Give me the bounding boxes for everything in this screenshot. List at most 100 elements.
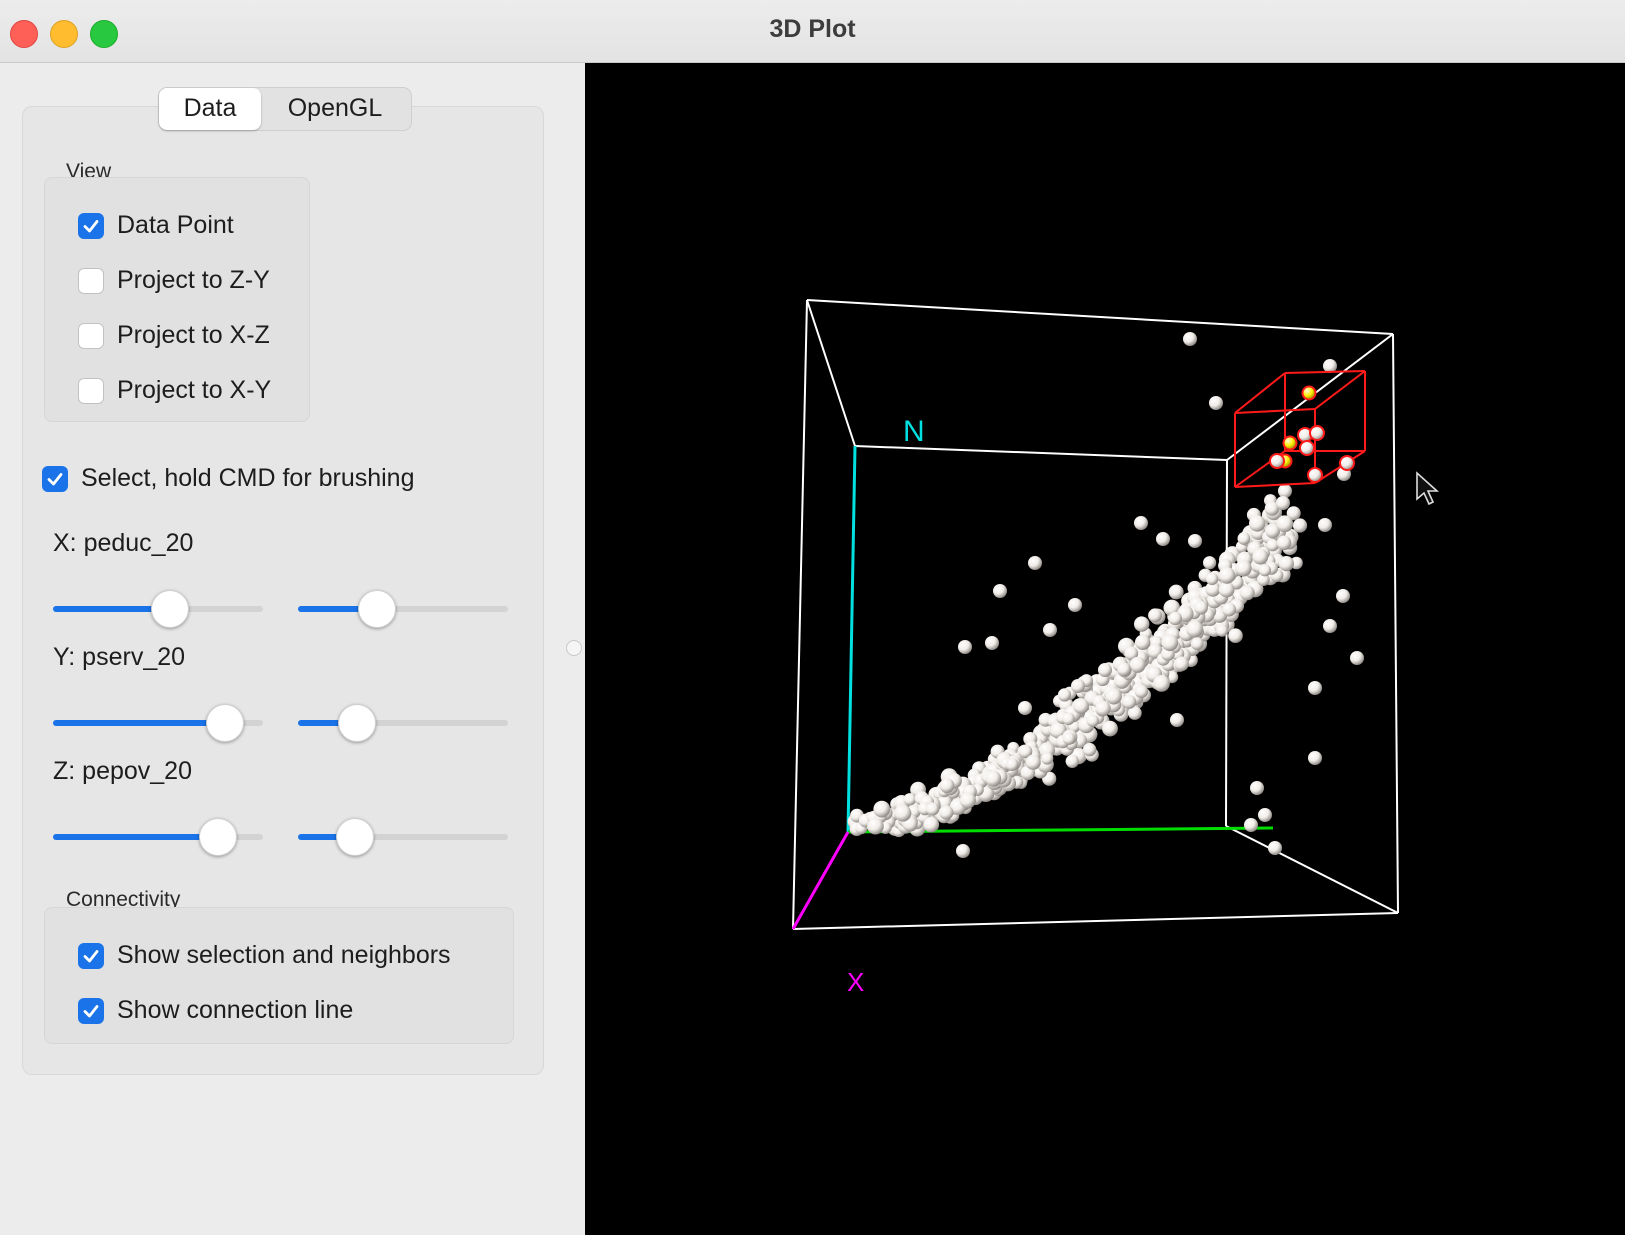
minimize-window-button[interactable] (50, 20, 78, 48)
data-point (1041, 752, 1054, 765)
data-point (1299, 440, 1315, 456)
project-xy-option[interactable]: Project to X-Y (78, 376, 271, 405)
data-point (1174, 656, 1189, 672)
mouse-cursor-icon (1416, 471, 1440, 506)
data-point (1062, 712, 1075, 726)
data-point (1043, 623, 1057, 637)
data-point (1018, 744, 1033, 759)
data-point (1205, 572, 1219, 586)
z-range-slider-2[interactable] (298, 818, 508, 856)
data-point (1239, 585, 1255, 601)
cube-edge (854, 445, 1228, 461)
zoom-window-button[interactable] (90, 20, 118, 48)
data-points[interactable] (847, 332, 1364, 858)
data-point (1209, 396, 1223, 410)
x-axis-letter: X (847, 967, 864, 997)
selection-box[interactable] (1234, 370, 1366, 488)
show-neighbors-option[interactable]: Show selection and neighbors (78, 941, 451, 970)
show-connection-line-option[interactable]: Show connection line (78, 996, 353, 1025)
data-point (1102, 720, 1118, 737)
data-point (1216, 624, 1229, 637)
data-point (873, 800, 891, 818)
project-xz-option[interactable]: Project to X-Z (78, 321, 270, 350)
selection-box-edge (1234, 482, 1316, 488)
data-point (956, 844, 970, 858)
data-point (985, 636, 999, 650)
project-xy-checkbox[interactable] (78, 377, 104, 404)
data-point-option[interactable]: Data Point (78, 211, 234, 240)
data-point (903, 793, 917, 806)
tab-opengl[interactable]: OpenGL (287, 94, 383, 122)
splitter-handle[interactable] (566, 640, 582, 656)
slider-thumb[interactable] (206, 704, 245, 742)
data-point (1292, 518, 1308, 533)
title-bar: 3D Plot (0, 0, 1625, 63)
data-point (1323, 619, 1337, 633)
data-point (1050, 721, 1067, 739)
select-brushing-option[interactable]: Select, hold CMD for brushing (42, 464, 414, 493)
show-neighbors-checkbox[interactable] (78, 942, 104, 969)
select-brushing-label: Select, hold CMD for brushing (81, 464, 415, 492)
3d-plot-viewport[interactable]: N X (585, 63, 1625, 1235)
data-point (1071, 679, 1085, 693)
project-zy-checkbox[interactable] (78, 267, 104, 294)
x-range-slider-2[interactable] (298, 590, 508, 628)
data-point (1062, 732, 1076, 745)
show-neighbors-label: Show selection and neighbors (117, 941, 451, 969)
selection-box-edge (1314, 450, 1366, 484)
data-point (1222, 602, 1237, 617)
data-point (1134, 616, 1150, 632)
data-point (1307, 467, 1323, 483)
project-xy-label: Project to X-Y (117, 376, 272, 404)
data-point (1194, 600, 1208, 615)
data-point (1168, 611, 1182, 626)
data-point (1250, 781, 1264, 795)
show-connection-line-checkbox[interactable] (78, 997, 104, 1024)
slider-thumb[interactable] (151, 590, 190, 628)
data-point (1186, 620, 1204, 638)
data-point (867, 817, 884, 835)
y-range-slider-2[interactable] (298, 704, 508, 742)
project-zy-option[interactable]: Project to Z-Y (78, 266, 270, 295)
slider-thumb[interactable] (199, 818, 238, 856)
slider-thumb[interactable] (358, 590, 397, 628)
slider-thumb[interactable] (337, 704, 376, 742)
data-point-checkbox[interactable] (78, 212, 104, 239)
x-range-slider-1[interactable] (53, 590, 263, 628)
view-group: Data Point Project to Z-Y Project to X-Z… (44, 177, 310, 422)
data-point (939, 805, 954, 820)
cube-edge (792, 299, 808, 930)
data-point (1073, 698, 1089, 714)
selection-box-edge (1234, 372, 1286, 414)
data-point (1129, 656, 1146, 673)
data-point (1323, 359, 1337, 373)
data-point (1244, 818, 1258, 832)
cube-edge (806, 299, 856, 447)
data-point (1018, 701, 1032, 715)
data-point (1028, 556, 1042, 570)
selected-point (1301, 385, 1317, 401)
project-xz-checkbox[interactable] (78, 322, 104, 349)
data-point (1249, 515, 1266, 532)
tab-data[interactable]: Data (159, 88, 261, 130)
data-point (1082, 742, 1097, 757)
3d-plot-canvas[interactable]: N X (585, 63, 1625, 1235)
close-window-button[interactable] (10, 20, 38, 48)
tab-content: View Data Point Project to Z-Y Project t… (22, 106, 544, 1075)
z-axis-line (846, 445, 857, 833)
selection-box-edge (1234, 408, 1316, 414)
select-brushing-checkbox[interactable] (42, 465, 68, 492)
z-axis-label: Z: pepov_20 (53, 757, 192, 785)
data-point (1025, 754, 1041, 770)
data-point (1005, 758, 1019, 771)
data-point (1258, 564, 1272, 577)
data-point (1265, 523, 1281, 539)
slider-thumb[interactable] (335, 818, 374, 856)
settings-panel: Data OpenGL View Data Point Project to Z… (0, 63, 585, 1235)
data-point (1161, 634, 1179, 652)
n-axis-letter: N (903, 415, 925, 448)
y-axis-label: Y: pserv_20 (53, 643, 186, 671)
z-range-slider-1[interactable] (53, 818, 263, 856)
y-range-slider-1[interactable] (53, 704, 263, 742)
data-point (1065, 754, 1079, 768)
